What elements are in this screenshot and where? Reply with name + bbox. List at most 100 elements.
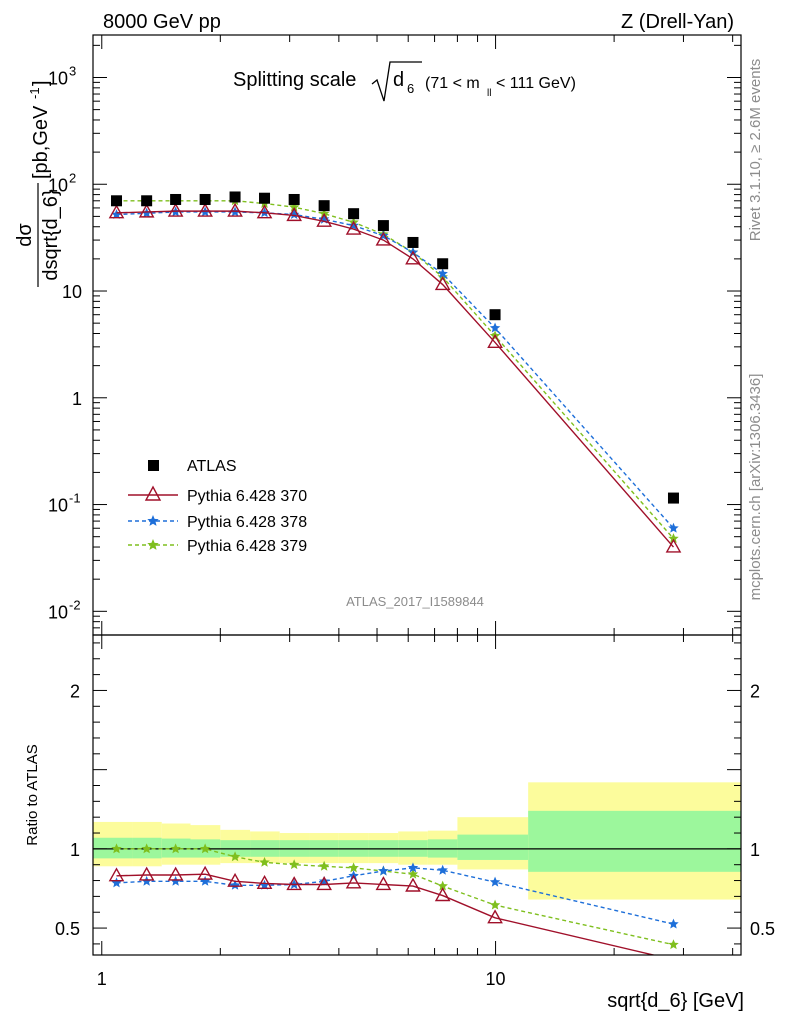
main-y-tick-exponent: -1 (69, 491, 81, 506)
main-point-370 (167, 202, 184, 217)
main-y-tick-label: 10 -1 (48, 491, 81, 516)
main-series-layer (108, 191, 682, 553)
ratio-point-370 (405, 877, 421, 892)
ratio-y-axis-label: Ratio to ATLAS (24, 744, 41, 845)
ratio-point-379 (170, 843, 181, 854)
main-point-atlas (288, 193, 300, 205)
ratio-point-378 (229, 879, 241, 890)
ratio-point-370 (227, 872, 243, 887)
main-point-atlas (489, 309, 501, 321)
main-point-378 (141, 207, 152, 218)
main-y-tick-label: 10 3 (48, 63, 76, 88)
legend-marker-378 (147, 515, 159, 526)
ratio-point-378 (259, 879, 270, 890)
ratio-point-370 (316, 876, 332, 891)
main-y-axis-label: dσ dsqrt{d_6} [pb,GeV -1 ] (14, 80, 62, 287)
header-energy-label: 8000 GeV pp (103, 11, 221, 33)
legend-label-378: Pythia 6.428 378 (187, 514, 307, 531)
main-point-370 (197, 202, 213, 217)
main-y-tick-base: 10 (48, 175, 68, 195)
ratio-point-378 (199, 875, 211, 886)
plot-title-range-sub: ll (487, 88, 491, 99)
ratio-y-tick-label-right: 2 (750, 681, 760, 701)
ratio-point-370 (256, 874, 273, 889)
main-point-379 (668, 533, 679, 544)
ratio-point-379 (318, 860, 330, 871)
ratio-panel-frame (92, 634, 742, 956)
ylabel-numerator: dσ (14, 223, 36, 247)
main-point-atlas (407, 236, 419, 248)
ratio-y-tick-label-left: 2 (70, 681, 80, 701)
x-axis-label: sqrt{d_6} [GeV] (607, 990, 744, 1012)
plot-title-range: (71 < m (425, 75, 480, 92)
main-point-378 (668, 522, 679, 533)
ratio-point-379 (668, 939, 679, 950)
ratio-point-370 (108, 867, 125, 882)
main-point-379 (288, 201, 300, 212)
main-point-370 (286, 207, 303, 222)
main-y-tick-base: 1 (72, 389, 82, 409)
main-point-atlas (667, 492, 679, 504)
main-point-370 (345, 220, 362, 235)
main-point-370 (316, 212, 332, 227)
ratio-point-370 (434, 887, 451, 902)
ratio-line-379 (116, 848, 674, 946)
main-point-370 (375, 231, 392, 246)
ratio-point-378 (378, 865, 389, 876)
main-point-370 (487, 333, 503, 349)
main-point-atlas (170, 193, 182, 205)
main-point-370 (434, 276, 451, 291)
main-point-370 (108, 204, 125, 219)
main-point-370 (227, 202, 243, 217)
plot-title: Splitting scale d 6 (71 < m ll < 111 GeV… (233, 61, 576, 102)
ratio-y-tick-label-left: 1 (70, 840, 80, 860)
ratio-point-378 (668, 918, 679, 929)
main-point-atlas (141, 195, 153, 207)
main-point-370 (256, 204, 273, 219)
ratio-point-378 (170, 875, 181, 886)
main-y-tick-base: 10 (48, 602, 68, 622)
ratio-point-378 (111, 877, 122, 888)
ratio-point-379 (259, 856, 270, 867)
main-line-370 (116, 210, 675, 548)
ratio-point-370 (197, 865, 213, 880)
legend-label-370: Pythia 6.428 370 (187, 488, 307, 505)
ratio-point-379 (489, 899, 501, 910)
ratio-point-370 (138, 866, 155, 881)
main-y-tick-label: 10 (62, 282, 82, 302)
ratio-point-378 (437, 864, 448, 875)
analysis-watermark: ATLAS_2017_I1589844 (346, 594, 484, 609)
ratio-point-378 (141, 875, 152, 886)
ratio-point-370 (487, 909, 503, 924)
main-point-378 (437, 268, 448, 279)
ratio-series-layer (108, 843, 679, 955)
main-point-atlas (199, 193, 211, 205)
main-y-tick-exponent: -2 (69, 597, 81, 612)
ratio-line-378 (116, 867, 674, 925)
main-y-tick-label: 1 (72, 389, 82, 409)
main-point-atlas (259, 192, 271, 204)
legend-marker-atlas (148, 460, 159, 471)
main-point-370 (138, 203, 155, 218)
legend-label-atlas: ATLAS (187, 458, 237, 475)
x-tick-label: 1 (97, 969, 107, 989)
ratio-point-378 (407, 862, 419, 873)
ylabel-unit-sup: -1 (27, 87, 42, 99)
ratio-y-tick-label-right: 0.5 (750, 919, 775, 939)
main-y-tick-base: 10 (48, 68, 68, 88)
main-point-378 (489, 322, 501, 333)
ylabel-unit: [pb,GeV (30, 105, 52, 179)
ratio-band-inner-bin (457, 834, 529, 860)
plot-title-sqrt-var: d (393, 69, 404, 91)
legend-marker-379 (147, 539, 159, 550)
ratio-point-379 (407, 868, 419, 879)
plot-title-range-end: < 111 GeV) (496, 75, 576, 92)
main-y-tick-base: 10 (48, 496, 68, 516)
main-y-tick-exponent: 3 (69, 63, 76, 78)
ratio-point-370 (345, 874, 362, 889)
mcplots-reference-label: mcplots.cern.ch [arXiv:1306.3436] (747, 374, 764, 601)
ratio-point-379 (229, 851, 241, 862)
ratio-point-379 (199, 843, 211, 854)
